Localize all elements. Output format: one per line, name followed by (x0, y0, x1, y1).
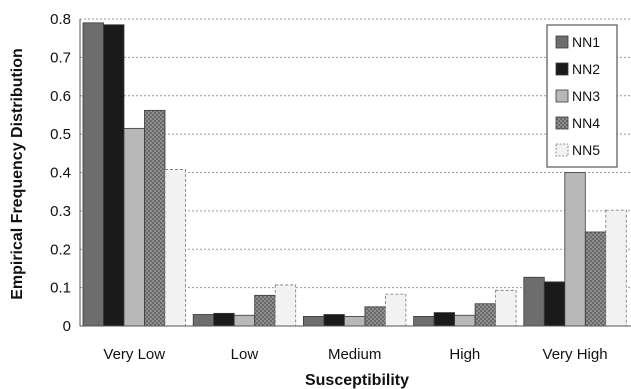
legend: NN1 NN2 NN3 NN4 NN5 (546, 24, 618, 168)
bar-nn5-very-high (605, 209, 627, 327)
bar-nn3-low (233, 314, 256, 327)
bar-nn1-high (413, 316, 435, 327)
x-axis-title: Susceptibility (305, 372, 409, 389)
bar-nn1-very-high (523, 276, 545, 327)
bar-nn3-very-low (123, 127, 145, 327)
bar-nn1-very-low (82, 22, 104, 327)
y-tick-label: 0.5 (50, 126, 71, 143)
x-tick-label: Very High (543, 346, 608, 363)
bars (82, 22, 627, 327)
legend-label-nn3: NN3 (572, 88, 600, 104)
bar-nn4-medium (364, 306, 386, 327)
y-tick-label: 0.6 (50, 88, 71, 105)
legend-swatch-nn4 (555, 116, 569, 130)
bar-nn4-low (254, 294, 276, 327)
x-tick-label: High (449, 346, 480, 363)
bar-nn2-high (433, 312, 456, 327)
x-tick-label: Very Low (103, 346, 165, 363)
y-tick-label: 0.8 (50, 11, 71, 28)
legend-swatch-nn3 (555, 89, 569, 103)
bar-nn3-very-high (564, 172, 586, 327)
x-tick-label: Medium (328, 346, 381, 363)
legend-label-nn4: NN4 (572, 115, 600, 131)
y-tick-labels: 0 0.1 0.2 0.3 0.4 0.5 0.6 0.7 0.8 (50, 11, 71, 335)
bar-nn4-very-low (144, 109, 166, 327)
bar-nn1-medium (302, 316, 325, 327)
legend-swatch-nn2 (555, 62, 569, 76)
bar-nn4-high (474, 303, 497, 327)
legend-swatch-nn5 (555, 143, 569, 157)
bar-nn5-medium (384, 293, 407, 327)
bar-nn3-medium (343, 316, 366, 327)
bar-nn1-low (192, 314, 215, 327)
bar-nn3-high (454, 314, 476, 327)
legend-swatch-nn1 (555, 35, 569, 49)
bar-nn5-very-low (164, 169, 186, 327)
bar-nn2-low (213, 312, 235, 327)
y-tick-label: 0.2 (50, 241, 71, 258)
axes (79, 19, 631, 327)
y-tick-label: 0.4 (50, 165, 71, 182)
bar-nn2-very-low (103, 24, 125, 327)
bar-nn2-very-high (543, 281, 566, 327)
y-tick-label: 0.7 (50, 49, 71, 66)
legend-label-nn2: NN2 (572, 61, 600, 77)
legend-label-nn1: NN1 (572, 34, 600, 50)
y-tick-label: 0 (63, 318, 71, 335)
bar-nn4-very-high (584, 231, 607, 327)
y-tick-label: 0.3 (50, 203, 71, 220)
y-tick-label: 0.1 (50, 280, 71, 297)
bar-nn5-high (495, 289, 517, 327)
legend-label-nn5: NN5 (572, 142, 600, 158)
y-axis-title: Empirical Frequency Distribution (9, 48, 26, 300)
x-tick-label: Low (231, 346, 259, 363)
bar-nn2-medium (323, 314, 345, 327)
x-tick-labels: Very Low Low Medium High Very High (103, 346, 607, 363)
bar-nn5-low (274, 284, 297, 327)
